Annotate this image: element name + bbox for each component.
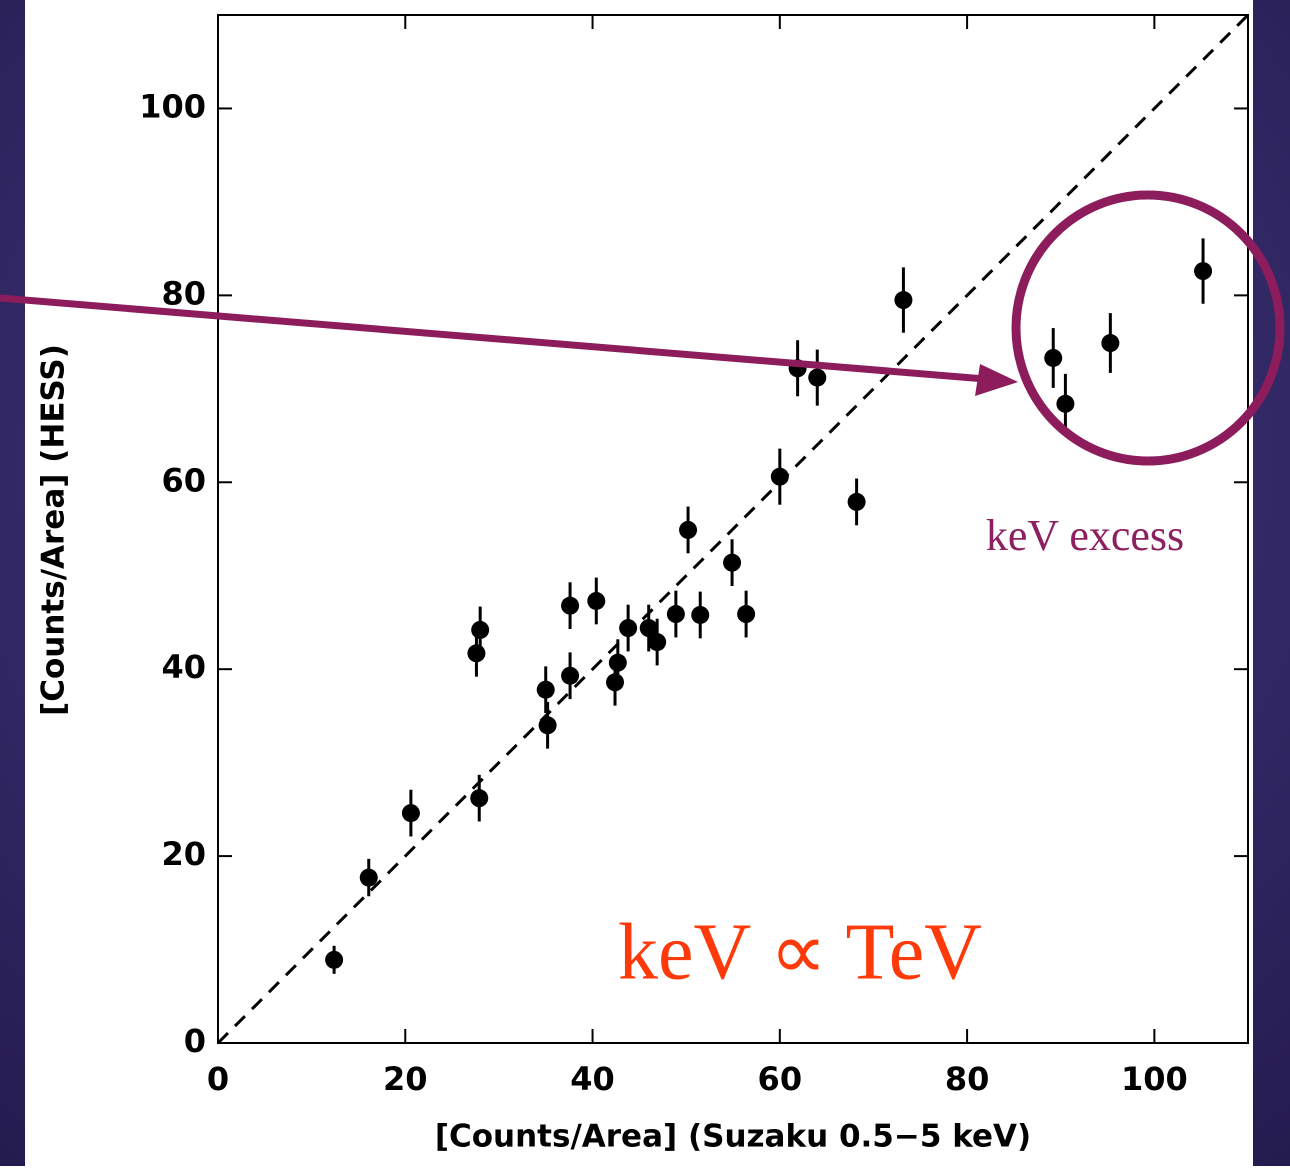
chart: [Counts/Area] (HESS) [Counts/Area] (Suza… (0, 0, 1290, 1166)
data-point (619, 619, 637, 637)
data-point (467, 644, 485, 662)
data-point (648, 633, 666, 651)
data-point (561, 597, 579, 615)
data-point (723, 554, 741, 572)
annotation: keV ∝ TeV (618, 908, 982, 996)
data-point (771, 468, 789, 486)
x-tick-label: 40 (570, 1060, 615, 1098)
x-tick-label: 80 (945, 1060, 990, 1098)
x-tick-label: 60 (758, 1060, 803, 1098)
data-point (360, 869, 378, 887)
data-point (679, 521, 697, 539)
data-point (402, 804, 420, 822)
data-point (606, 673, 624, 691)
x-tick-label: 100 (1121, 1060, 1188, 1098)
data-point (1194, 262, 1212, 280)
data-point (561, 667, 579, 685)
y-tick-label: 100 (139, 87, 206, 125)
data-point (848, 493, 866, 511)
annotation: keV excess (986, 511, 1184, 560)
data-point (1044, 349, 1062, 367)
y-tick-label: 60 (161, 461, 206, 499)
data-point (325, 951, 343, 969)
data-point (894, 291, 912, 309)
data-point (667, 605, 685, 623)
x-tick-label: 0 (207, 1060, 229, 1098)
data-point (587, 592, 605, 610)
data-point (609, 654, 627, 672)
data-point (537, 681, 555, 699)
x-axis-label: [Counts/Area] (Suzaku 0.5−5 keV) (435, 1119, 1031, 1155)
x-tick-label: 20 (383, 1060, 428, 1098)
y-tick-label: 40 (161, 648, 206, 686)
data-point (539, 716, 557, 734)
y-tick-label: 20 (161, 835, 206, 873)
data-point (691, 606, 709, 624)
data-point (1056, 395, 1074, 413)
data-point (808, 369, 826, 387)
data-point (470, 789, 488, 807)
y-axis-label: [Counts/Area] (HESS) (36, 344, 72, 716)
data-point (471, 621, 489, 639)
y-tick-label: 0 (184, 1022, 206, 1060)
y-tick-label: 80 (161, 274, 206, 312)
page: [Counts/Area] (HESS) [Counts/Area] (Suza… (0, 0, 1290, 1166)
data-point (737, 605, 755, 623)
data-point (1101, 334, 1119, 352)
